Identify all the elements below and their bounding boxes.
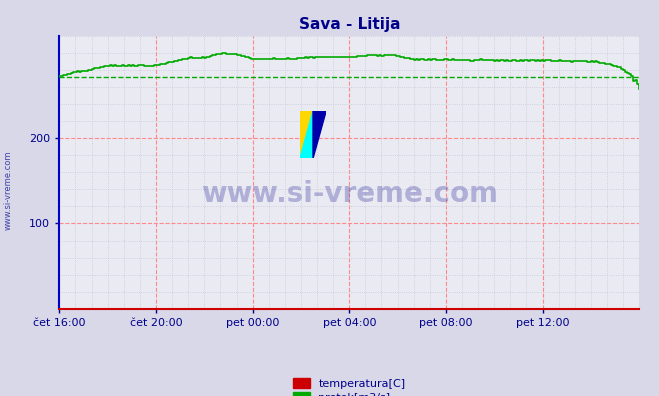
Polygon shape [300,111,313,158]
Text: www.si-vreme.com: www.si-vreme.com [3,150,13,230]
Polygon shape [300,111,313,158]
Title: Sava - Litija: Sava - Litija [299,17,400,32]
Polygon shape [313,111,326,158]
Text: www.si-vreme.com: www.si-vreme.com [201,180,498,208]
Legend: temperatura[C], pretok[m3/s]: temperatura[C], pretok[m3/s] [289,373,410,396]
